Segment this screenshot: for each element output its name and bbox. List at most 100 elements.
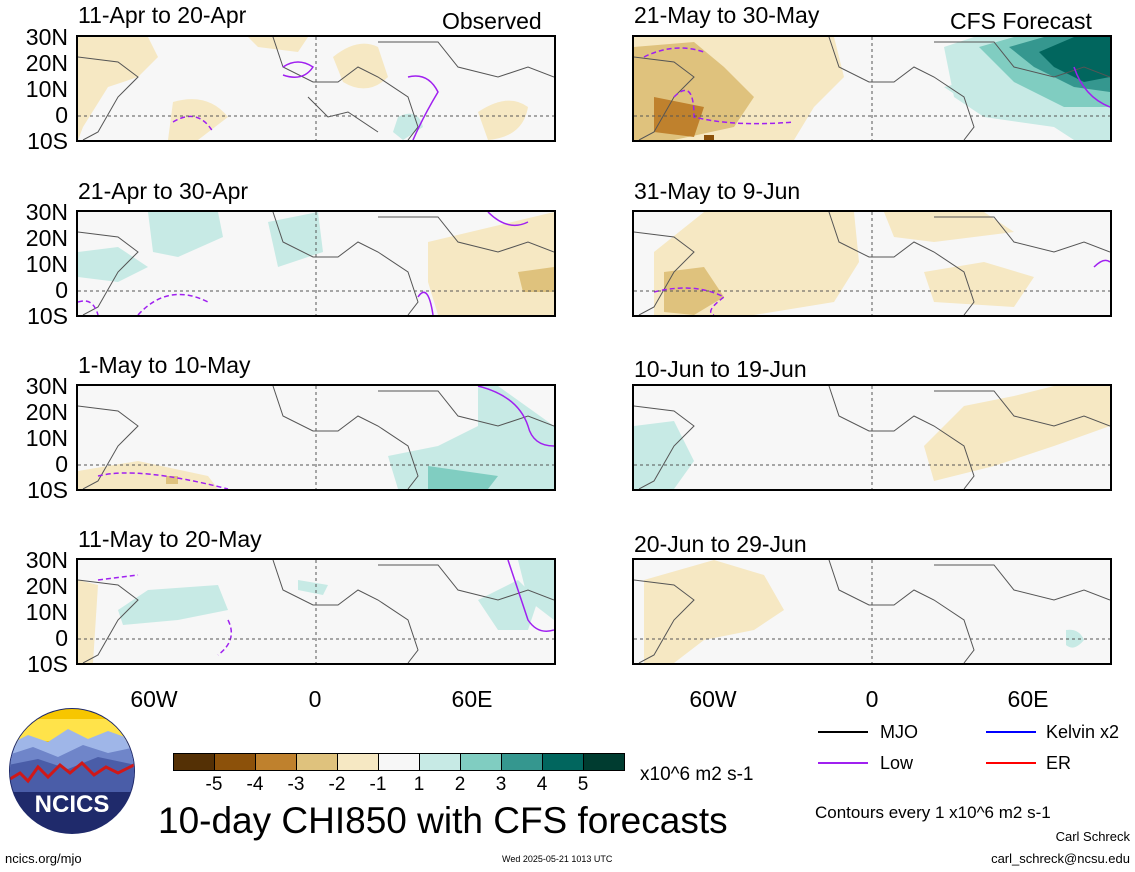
- legend-label-low: Low: [880, 753, 914, 773]
- main-title: 10-day CHI850 with CFS forecasts: [158, 800, 728, 841]
- contour-lines: [643, 47, 1110, 125]
- lat-label: 10N: [25, 599, 68, 625]
- panel-title-1: 11-Apr to 20-Apr: [78, 2, 247, 28]
- map-panel-forecast-1: [632, 35, 1112, 142]
- lat-label: 10N: [25, 76, 68, 102]
- colorbar-swatch: [255, 753, 297, 771]
- map-panel-observed-4: [76, 558, 556, 665]
- lat-label: 10N: [25, 425, 68, 451]
- lat-label: 20N: [25, 399, 68, 425]
- ncics-logo: NCICS: [8, 707, 136, 835]
- colorbar: -5 -4 -3 -2 -1 1 2 3 4 5: [173, 753, 625, 798]
- anomaly-shading: [78, 212, 554, 315]
- colorbar-tick: 5: [577, 774, 589, 795]
- anomaly-shading: [644, 560, 1084, 663]
- land-outlines: [78, 386, 554, 489]
- observed-header: Observed: [442, 8, 542, 34]
- forecast-header: CFS Forecast: [950, 8, 1092, 34]
- lat-label: 10S: [27, 128, 68, 154]
- anomaly-shading: [634, 37, 1110, 140]
- lat-label: 20N: [25, 50, 68, 76]
- legend-label-mjo: MJO: [880, 722, 918, 742]
- colorbar-tick: -1: [369, 774, 387, 795]
- panel-title-5: 21-May to 30-May: [634, 2, 820, 28]
- lon-label-left-60e: 60E: [451, 686, 493, 712]
- map-panel-observed-2: [76, 210, 556, 317]
- map-panel-forecast-4: [632, 558, 1112, 665]
- colorbar-tick: -2: [328, 774, 346, 795]
- land-outlines: [634, 386, 1110, 489]
- map-panel-forecast-2: [632, 210, 1112, 317]
- legend-swatch-low: [818, 762, 868, 764]
- land-outlines: [634, 212, 1110, 315]
- legend-label-kelvin: Kelvin x2: [1046, 722, 1120, 742]
- lat-label: 0: [55, 625, 68, 651]
- panel-title-2: 21-Apr to 30-Apr: [78, 178, 249, 204]
- land-outlines: [78, 37, 554, 140]
- contour-lines: [97, 386, 554, 489]
- anomaly-shading: [654, 212, 1034, 315]
- author-name: Carl Schreck: [1055, 829, 1130, 844]
- lon-label-right-60e: 60E: [1007, 686, 1049, 712]
- lat-label: 30N: [25, 547, 68, 573]
- contour-lines: [78, 212, 529, 315]
- contour-lines: [653, 259, 1110, 315]
- anomaly-shading: [634, 386, 1110, 489]
- lat-label: 10N: [25, 251, 68, 277]
- colorbar-swatch: [296, 753, 338, 771]
- colorbar-tick: 2: [454, 774, 466, 795]
- colorbar-swatch: [419, 753, 461, 771]
- panel-title-6: 31-May to 9-Jun: [634, 178, 801, 204]
- anomaly-shading: [78, 386, 554, 489]
- lat-label: 30N: [25, 24, 68, 50]
- colorbar-swatch: [583, 753, 625, 771]
- colorbar-tick: -5: [205, 774, 223, 795]
- colorbar-swatch: [337, 753, 379, 771]
- colorbar-tick: 4: [536, 774, 548, 795]
- logo-text: NCICS: [35, 791, 110, 818]
- panel-title-3: 1-May to 10-May: [78, 352, 251, 378]
- colorbar-units: x10^6 m2 s-1: [640, 764, 754, 785]
- colorbar-swatch: [542, 753, 584, 771]
- lat-label: 10S: [27, 651, 68, 677]
- lat-label: 20N: [25, 225, 68, 251]
- colorbar-tick: -4: [246, 774, 264, 795]
- colorbar-tick: 3: [495, 774, 507, 795]
- colorbar-swatch: [378, 753, 420, 771]
- map-panel-observed-1: [76, 35, 556, 142]
- contour-lines: [172, 61, 439, 140]
- colorbar-tick: 1: [413, 774, 425, 795]
- lon-label-right-0: 0: [865, 686, 879, 712]
- map-panel-forecast-3: [632, 384, 1112, 491]
- timestamp: Wed 2025-05-21 1013 UTC: [502, 854, 613, 864]
- author-email[interactable]: carl_schreck@ncsu.edu: [991, 851, 1130, 866]
- contours-note: Contours every 1 x10^6 m2 s-1: [815, 803, 1051, 822]
- land-outlines: [78, 560, 554, 663]
- land-outlines: [634, 37, 1110, 140]
- panel-title-8: 20-Jun to 29-Jun: [634, 531, 807, 557]
- lat-label: 30N: [25, 199, 68, 225]
- legend-label-er: ER: [1046, 753, 1072, 773]
- lat-label: 0: [55, 102, 68, 128]
- anomaly-shading: [78, 560, 554, 663]
- colorbar-swatch: [173, 753, 215, 771]
- lon-label-left-0: 0: [308, 686, 322, 712]
- colorbar-swatch: [460, 753, 502, 771]
- lon-label-left-60w: 60W: [130, 686, 178, 712]
- anomaly-shading: [78, 37, 528, 140]
- legend-swatch-kelvin: [986, 731, 1036, 733]
- colorbar-swatch: [501, 753, 543, 771]
- panel-title-4: 11-May to 20-May: [78, 526, 262, 552]
- lon-label-right-60w: 60W: [689, 686, 737, 712]
- legend-swatch-er: [986, 762, 1036, 764]
- colorbar-swatch: [214, 753, 256, 771]
- lat-label: 0: [55, 277, 68, 303]
- lat-label: 10S: [27, 303, 68, 329]
- lat-label: 20N: [25, 573, 68, 599]
- map-panel-observed-3: [76, 384, 556, 491]
- land-outlines: [634, 560, 1110, 663]
- lat-label: 0: [55, 451, 68, 477]
- lat-label: 30N: [25, 373, 68, 399]
- source-url[interactable]: ncics.org/mjo: [5, 851, 82, 866]
- legend-swatch-mjo: [818, 731, 868, 733]
